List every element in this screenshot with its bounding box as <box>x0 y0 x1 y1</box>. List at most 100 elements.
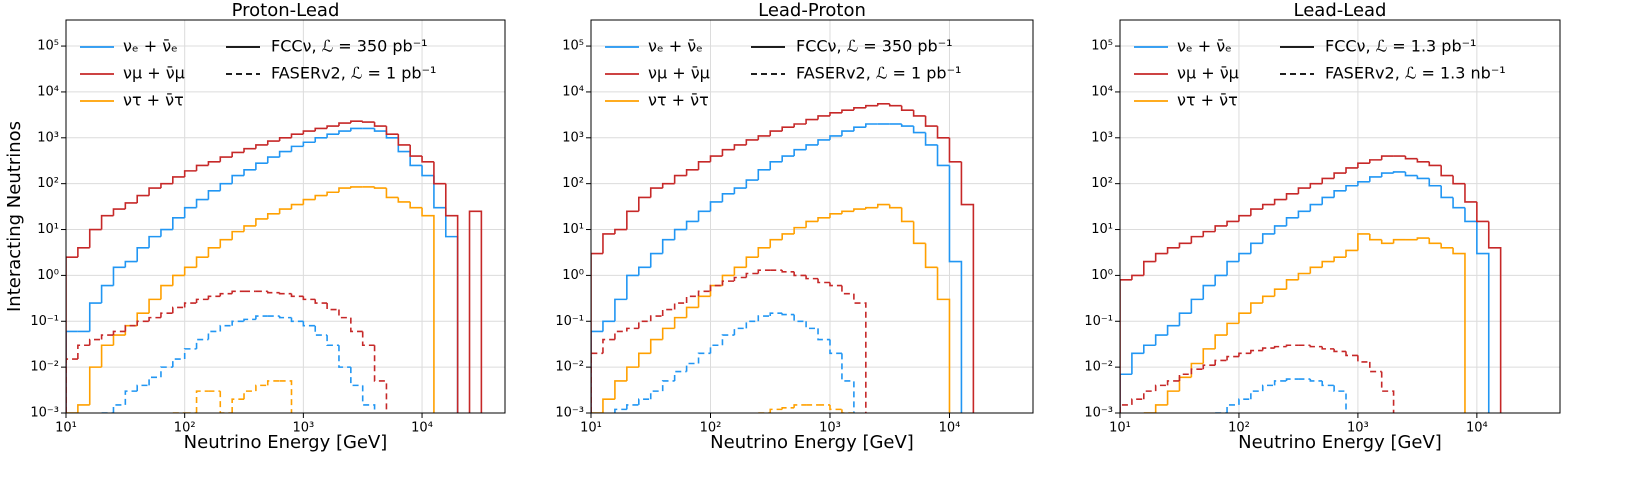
step-bin <box>148 187 161 196</box>
x-tick-label: 10⁴ <box>1466 421 1488 436</box>
step-bin <box>817 139 830 145</box>
step-bin <box>1321 177 1335 184</box>
y-tick-label: 10³ <box>1091 130 1113 145</box>
step-bin <box>361 331 375 347</box>
series-group <box>1120 155 1502 413</box>
step-bin <box>733 187 747 194</box>
step-bin <box>255 384 268 392</box>
step-bin <box>1333 385 1347 413</box>
y-tick-label: 10⁻³ <box>555 406 584 421</box>
legend-label: νμ + ν̄μ <box>123 64 185 83</box>
panel-title: Lead-Lead <box>1294 0 1387 21</box>
step-bin <box>1333 189 1347 198</box>
step-bin <box>1190 298 1204 314</box>
step-bin <box>1392 238 1406 244</box>
step-bin <box>1190 362 1204 378</box>
y-tick-label: 10⁻¹ <box>1084 314 1113 329</box>
step-bin <box>757 135 771 140</box>
step-bin <box>112 404 126 413</box>
step-bin <box>433 175 446 209</box>
step-bin <box>853 293 867 413</box>
step-bin <box>1309 203 1323 212</box>
legend-label: νₑ + ν̄ₑ <box>648 37 703 56</box>
step-bin <box>183 348 197 360</box>
step-bin <box>900 207 914 223</box>
step-bin <box>88 228 102 248</box>
step-bin <box>100 214 114 230</box>
step-bin <box>112 334 126 346</box>
step-bin <box>124 260 138 268</box>
step-bin <box>88 302 102 332</box>
step-bin <box>172 306 185 314</box>
legend-label: FCCν, ℒ = 350 pb⁻¹ <box>796 37 953 56</box>
step-bin <box>829 282 842 287</box>
step-bin <box>243 169 256 176</box>
step-bin <box>278 208 292 214</box>
y-tick-label: 10⁰ <box>37 268 59 283</box>
step-bin <box>172 358 185 368</box>
step-bin <box>136 194 150 203</box>
step-bin <box>637 352 651 368</box>
step-bin <box>1238 214 1251 222</box>
step-bin <box>183 302 197 308</box>
step-bin <box>805 321 819 330</box>
step-bin <box>243 318 256 322</box>
step-bin <box>673 316 687 329</box>
step-bin <box>1464 207 1477 223</box>
step-bin <box>793 271 807 277</box>
step-bin <box>888 103 902 107</box>
step-bin <box>1142 344 1156 354</box>
step-bin <box>1309 266 1323 274</box>
step-bin <box>637 398 651 405</box>
step-bin <box>302 321 316 327</box>
step-bin <box>637 266 651 276</box>
step-bin <box>876 203 890 208</box>
step-bin <box>1273 288 1287 297</box>
step-bin <box>721 334 735 346</box>
step-bin <box>243 390 256 400</box>
step-bin <box>841 285 854 295</box>
step-bin <box>112 330 126 336</box>
step-bin <box>1226 404 1239 413</box>
step-bin <box>745 256 759 268</box>
step-bin <box>1202 284 1216 300</box>
step-bin <box>207 246 221 258</box>
step-bin <box>1380 172 1394 177</box>
y-tick-label: 10⁰ <box>562 268 584 283</box>
step-bin <box>350 127 363 132</box>
step-bin <box>350 186 363 189</box>
step-bin <box>1345 249 1358 258</box>
step-bin <box>421 165 434 177</box>
step-bin <box>781 313 795 316</box>
step-bin <box>912 221 926 245</box>
step-bin <box>1285 344 1299 347</box>
y-tick-label: 10⁻³ <box>30 406 59 421</box>
series-group <box>591 103 975 413</box>
step-bin <box>302 198 316 205</box>
step-bin <box>1142 390 1156 400</box>
step-bin <box>936 267 951 413</box>
y-tick-label: 10⁻¹ <box>30 314 59 329</box>
step-bin <box>278 150 292 158</box>
step-bin <box>865 206 878 210</box>
step-bin <box>77 404 90 413</box>
step-bin <box>231 174 245 184</box>
step-bin <box>350 120 363 124</box>
x-tick-label: 10³ <box>292 421 314 436</box>
step-bin <box>614 298 627 322</box>
step-bin <box>1345 184 1358 191</box>
step-bin <box>421 207 435 413</box>
step-bin <box>948 137 962 163</box>
step-bin <box>745 139 759 145</box>
step-bin <box>1285 378 1299 381</box>
step-bin <box>66 330 78 413</box>
step-bin <box>1202 230 1216 237</box>
step-bin <box>1131 398 1144 405</box>
step-bin <box>1178 376 1192 392</box>
y-tick-label: 10⁴ <box>37 84 59 99</box>
step-bin <box>231 151 245 158</box>
step-bin <box>649 390 663 400</box>
step-bin <box>793 314 807 323</box>
step-bin <box>302 296 316 301</box>
x-axis-label: Neutrino Energy [GeV] <box>184 432 388 453</box>
